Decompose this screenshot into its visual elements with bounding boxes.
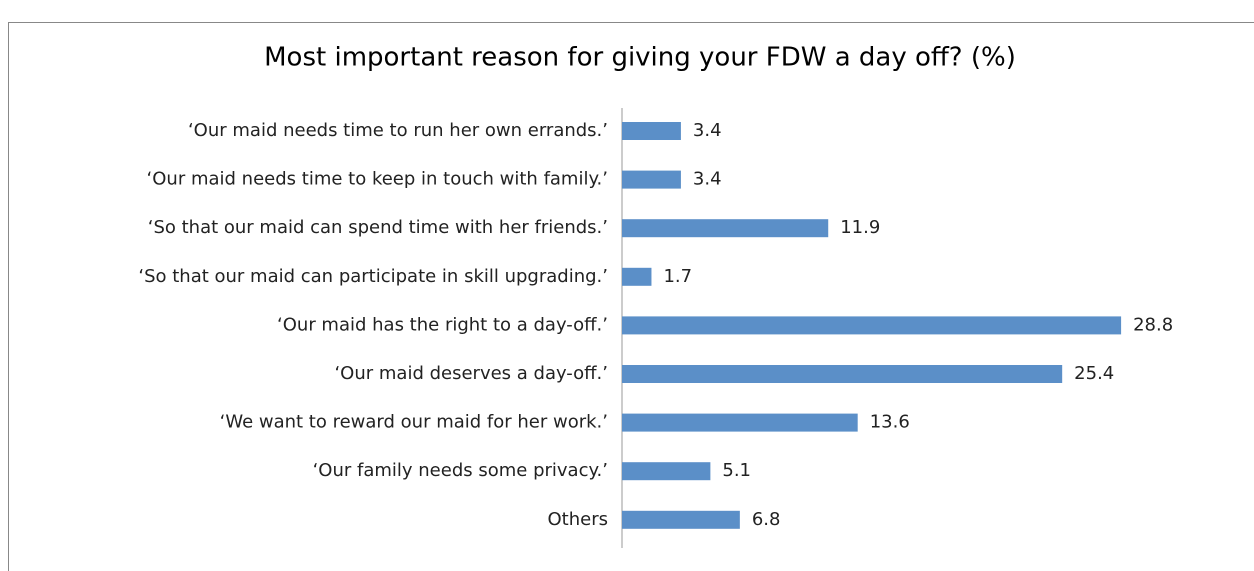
data-label: 25.4 [1074, 363, 1114, 384]
y-tick-label: ‘So that our maid can participate in ski… [138, 266, 608, 287]
bar [622, 316, 1122, 335]
data-label: 13.6 [870, 412, 910, 433]
y-tick-label: Others [548, 509, 609, 530]
data-label: 5.1 [722, 460, 751, 481]
bar [622, 219, 829, 238]
data-label: 28.8 [1133, 314, 1173, 335]
y-tick-label: ‘Our maid needs time to keep in touch wi… [147, 169, 608, 190]
y-tick-label: ‘We want to reward our maid for her work… [220, 412, 608, 433]
data-label: 6.8 [752, 509, 781, 530]
y-tick-label: ‘Our maid needs time to run her own erra… [188, 120, 608, 141]
bar [622, 510, 740, 529]
y-tick-label: ‘So that our maid can spend time with he… [148, 217, 608, 238]
bar [622, 413, 858, 432]
bar [622, 365, 1063, 383]
bar [622, 170, 681, 189]
chart-frame [8, 22, 1254, 571]
y-tick-label: ‘Our maid deserves a day-off.’ [334, 363, 608, 384]
data-label: 3.4 [693, 169, 722, 190]
y-tick-label: ‘Our maid has the right to a day-off.’ [277, 314, 608, 335]
data-label: 3.4 [693, 120, 722, 141]
bar [622, 462, 711, 481]
bar [622, 267, 652, 286]
data-label: 11.9 [840, 217, 880, 238]
bar [622, 122, 681, 140]
y-tick-label: ‘Our family needs some privacy.’ [313, 460, 608, 481]
data-label: 1.7 [663, 266, 692, 287]
chart-title: Most important reason for giving your FD… [264, 43, 1016, 73]
